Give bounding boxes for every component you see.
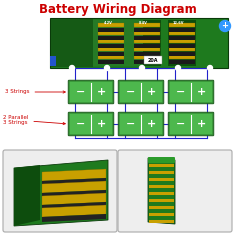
Circle shape — [176, 66, 181, 71]
FancyBboxPatch shape — [119, 114, 163, 135]
Circle shape — [69, 66, 75, 71]
Bar — [149, 213, 174, 216]
Circle shape — [219, 21, 231, 31]
FancyBboxPatch shape — [68, 80, 114, 104]
Bar — [168, 20, 196, 66]
FancyBboxPatch shape — [119, 81, 163, 102]
FancyBboxPatch shape — [118, 112, 164, 136]
Bar — [149, 206, 174, 209]
Polygon shape — [42, 205, 106, 217]
Text: +: + — [197, 119, 206, 129]
Bar — [134, 52, 160, 56]
FancyBboxPatch shape — [168, 112, 214, 136]
Text: 4.2V: 4.2V — [104, 21, 112, 25]
Polygon shape — [148, 158, 175, 224]
Text: 20A: 20A — [148, 58, 158, 63]
Circle shape — [207, 66, 212, 71]
Bar — [50, 18, 228, 68]
Bar — [149, 178, 174, 181]
FancyBboxPatch shape — [169, 114, 212, 135]
Bar — [134, 31, 160, 35]
Text: +: + — [197, 87, 206, 97]
Bar — [134, 55, 160, 59]
Text: +: + — [97, 87, 106, 97]
Bar — [169, 28, 195, 32]
Text: −: − — [76, 87, 85, 97]
Bar — [169, 47, 195, 51]
Bar — [93, 20, 143, 66]
Bar — [133, 20, 161, 66]
Bar — [169, 36, 195, 40]
Bar — [134, 36, 160, 40]
Bar — [134, 44, 160, 48]
Text: 2 Parallel
3 Strings: 2 Parallel 3 Strings — [3, 115, 65, 125]
Polygon shape — [42, 190, 106, 198]
Bar — [51, 19, 93, 67]
FancyBboxPatch shape — [118, 80, 164, 104]
Bar — [149, 220, 174, 223]
Text: +: + — [147, 119, 156, 129]
Bar — [149, 199, 174, 202]
Bar — [98, 39, 124, 43]
FancyBboxPatch shape — [68, 112, 114, 136]
Bar — [98, 28, 124, 32]
Bar — [169, 52, 195, 56]
Text: +: + — [222, 21, 228, 30]
Bar — [134, 60, 160, 64]
Bar — [144, 56, 162, 64]
Bar — [149, 171, 174, 174]
Bar — [98, 23, 124, 27]
FancyBboxPatch shape — [69, 81, 113, 102]
Text: Battery Wiring Diagram: Battery Wiring Diagram — [39, 3, 197, 16]
Bar — [134, 23, 160, 27]
Circle shape — [105, 66, 110, 71]
Text: −: − — [176, 119, 185, 129]
Bar — [98, 60, 124, 64]
Polygon shape — [14, 165, 40, 226]
Circle shape — [139, 66, 144, 71]
Bar — [169, 31, 195, 35]
Text: +: + — [147, 87, 156, 97]
Bar — [98, 44, 124, 48]
Bar — [169, 44, 195, 48]
Bar — [98, 47, 124, 51]
Polygon shape — [42, 178, 106, 186]
Bar — [98, 36, 124, 40]
Bar — [134, 39, 160, 43]
Polygon shape — [42, 202, 106, 210]
Bar — [169, 39, 195, 43]
Bar — [134, 28, 160, 32]
Bar — [98, 31, 124, 35]
Bar — [134, 47, 160, 51]
Polygon shape — [42, 181, 106, 193]
Text: 8.4V: 8.4V — [139, 21, 148, 25]
Bar — [149, 192, 174, 195]
Polygon shape — [42, 214, 106, 222]
Bar — [169, 60, 195, 64]
Text: −: − — [76, 119, 85, 129]
Bar — [50, 56, 56, 66]
FancyBboxPatch shape — [3, 150, 117, 232]
Bar — [149, 185, 174, 188]
Text: +: + — [97, 119, 106, 129]
Polygon shape — [42, 169, 106, 181]
Bar — [98, 55, 124, 59]
FancyBboxPatch shape — [169, 81, 212, 102]
Polygon shape — [14, 160, 108, 226]
Text: 3 Strings: 3 Strings — [5, 89, 65, 94]
FancyBboxPatch shape — [168, 80, 214, 104]
FancyBboxPatch shape — [118, 150, 232, 232]
Bar — [97, 20, 125, 66]
Polygon shape — [42, 193, 106, 205]
FancyBboxPatch shape — [69, 114, 113, 135]
Text: −: − — [176, 87, 185, 97]
FancyBboxPatch shape — [148, 157, 175, 163]
Text: 12.6V: 12.6V — [172, 21, 184, 25]
Bar — [169, 55, 195, 59]
Bar — [149, 164, 174, 167]
Bar — [169, 23, 195, 27]
Bar — [98, 52, 124, 56]
Text: −: − — [126, 119, 135, 129]
Text: −: − — [126, 87, 135, 97]
